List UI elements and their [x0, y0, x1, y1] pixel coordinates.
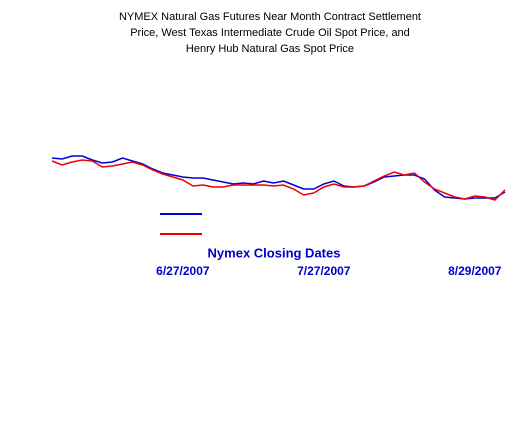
line-series	[51, 155, 506, 200]
line-series	[51, 159, 506, 201]
x-tick-label: 7/27/2007	[297, 264, 351, 278]
x-axis-title: Nymex Closing Dates	[208, 245, 341, 260]
x-tick-label: 6/27/2007	[156, 264, 210, 278]
chart-title: Henry Hub Natural Gas Spot Price	[186, 43, 354, 55]
x-tick-label: 8/29/2007	[448, 264, 502, 278]
chart-title: NYMEX Natural Gas Futures Near Month Con…	[119, 11, 421, 23]
chart-title: Price, West Texas Intermediate Crude Oil…	[130, 27, 410, 39]
